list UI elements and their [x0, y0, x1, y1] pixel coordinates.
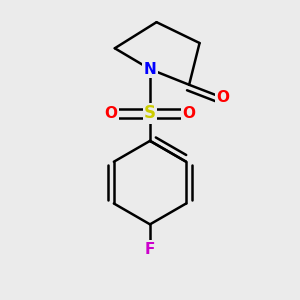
Text: O: O [104, 106, 117, 121]
Text: S: S [144, 104, 156, 122]
Text: O: O [217, 90, 230, 105]
Text: O: O [183, 106, 196, 121]
Text: N: N [144, 61, 156, 76]
Text: F: F [145, 242, 155, 256]
